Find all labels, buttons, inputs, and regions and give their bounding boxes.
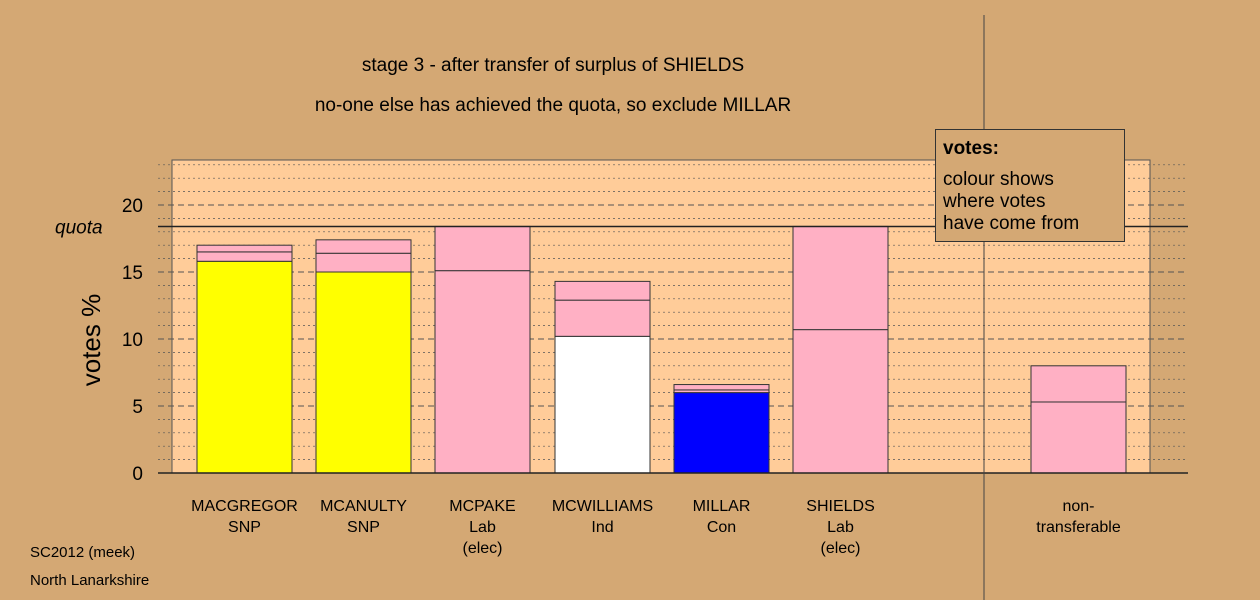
legend-line: colour shows [943, 169, 1054, 190]
y-tick-label: 15 [122, 263, 143, 284]
candidate-name: MCWILLIAMS [551, 498, 654, 515]
candidate-label: MCANULTY SNP [294, 496, 434, 538]
candidate-label: MCPAKE Lab (elec) [413, 496, 553, 559]
bar-mcanulty-segment [315, 252, 412, 273]
candidate-party: Lab [827, 519, 854, 536]
legend: votes: colour shows where votes have com… [935, 129, 1125, 242]
candidate-note: (elec) [820, 540, 861, 557]
chart-subtitle: no-one else has achieved the quota, so e… [314, 95, 792, 116]
quota-label: quota [55, 217, 103, 238]
candidate-name: SHIELDS [806, 498, 875, 515]
candidate-party: Lab [469, 519, 496, 536]
bar-macgregor-segment [196, 260, 293, 474]
y-tick-label: 10 [122, 330, 143, 351]
bar-shields-segment [792, 329, 889, 474]
bar-mcwilliams-segment [554, 299, 651, 337]
candidate-label: MILLAR Con [652, 496, 792, 538]
bar-non-transferable-segment [1030, 365, 1127, 403]
y-tick-label: 20 [122, 196, 143, 217]
bar-mcwilliams-segment [554, 335, 651, 474]
bar-shields-segment [792, 225, 889, 331]
candidate-label: SHIELDS Lab (elec) [771, 496, 911, 559]
legend-line: where votes [943, 191, 1046, 212]
y-axis-label: votes % [76, 294, 106, 387]
legend-line: have come from [943, 213, 1080, 234]
candidate-name: MILLAR [692, 498, 751, 515]
bar-mcwilliams-segment [554, 280, 651, 301]
bar-non-transferable-segment [1030, 401, 1127, 474]
y-tick-label: 5 [132, 397, 143, 418]
bar-mcpake-segment [434, 270, 531, 474]
bar-mcanulty-segment [315, 271, 412, 474]
bar-macgregor-segment [196, 244, 293, 253]
legend-title: votes: [943, 138, 999, 159]
candidate-party: SNP [347, 519, 380, 536]
candidate-party: Ind [591, 519, 614, 536]
candidate-name: MCANULTY [320, 498, 407, 515]
candidate-party: Con [706, 519, 737, 536]
non-transferable-label: non-transferable [1009, 496, 1149, 538]
chart-title: stage 3 - after transfer of surplus of S… [361, 55, 745, 76]
bar-millar-segment [673, 392, 770, 474]
non-transferable-label-line: transferable [1036, 519, 1121, 536]
candidate-note: (elec) [462, 540, 503, 557]
bar-mcpake-segment [434, 225, 531, 272]
bar-mcanulty-segment [315, 239, 412, 254]
footer-source: SC2012 (meek) [30, 544, 136, 561]
footer-council: North Lanarkshire [30, 572, 150, 589]
candidate-name: MCPAKE [449, 498, 516, 515]
bar-millar-segment [673, 384, 770, 391]
non-transferable-label-line: non- [1062, 498, 1095, 515]
candidate-name: MACGREGOR [191, 498, 298, 515]
candidate-label: MCWILLIAMS Ind [533, 496, 673, 538]
bar-macgregor-segment [196, 251, 293, 262]
candidate-label: MACGREGOR SNP [175, 496, 315, 538]
y-tick-label: 0 [132, 464, 143, 485]
candidate-party: SNP [228, 519, 261, 536]
